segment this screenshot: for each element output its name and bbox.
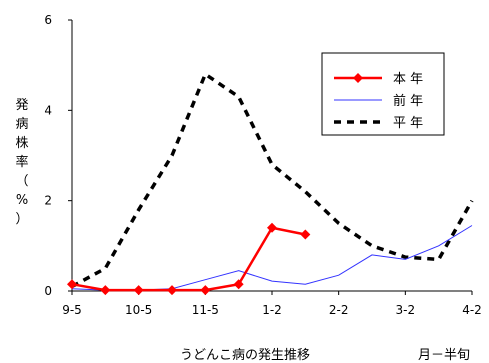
legend-label: 前 年 — [393, 93, 423, 109]
y-axis-title-char: 株 — [15, 136, 29, 151]
y-axis-title-char: 率 — [15, 155, 29, 170]
x-tick-label: 1-2 — [262, 303, 282, 317]
y-axis-title: 発 病 株 率 （ % ） — [14, 96, 30, 229]
legend-label: 本 年 — [393, 72, 423, 87]
y-tick-label: 0 — [44, 284, 52, 298]
data-point — [167, 285, 177, 296]
chart-caption: うどんこ病の発生推移 — [180, 348, 311, 363]
y-axis-title-char: % — [15, 193, 29, 208]
data-point — [200, 285, 211, 296]
data-point — [133, 285, 144, 296]
y-tick-label: 4 — [44, 103, 52, 117]
series-line — [71, 225, 473, 291]
legend: 本 年前 年平 年 — [321, 52, 445, 136]
data-point — [100, 285, 111, 296]
y-axis-title-char: （ — [15, 174, 29, 189]
y-axis-title-char: ） — [15, 212, 29, 227]
x-tick-label: 3-2 — [396, 303, 416, 317]
y-axis-title-char: 病 — [15, 117, 29, 132]
x-tick-label: 10-5 — [125, 303, 152, 317]
x-tick-label: 11-5 — [192, 303, 219, 317]
x-tick-label: 9-5 — [62, 303, 82, 317]
data-point — [300, 229, 311, 240]
series-line — [71, 71, 474, 289]
x-tick-label: 4-2 — [462, 303, 482, 317]
data-point — [267, 222, 277, 233]
legend-marker — [353, 73, 363, 83]
series-line — [71, 226, 306, 292]
y-tick-label: 6 — [44, 13, 52, 27]
x-unit-label: 月－半旬 — [418, 348, 471, 363]
legend-label: 平 年 — [393, 116, 423, 131]
y-tick-label: 2 — [44, 194, 52, 208]
y-axis-title-char: 発 — [15, 98, 29, 113]
x-tick-label: 2-2 — [329, 303, 349, 317]
data-point — [67, 279, 77, 290]
legend-box — [321, 52, 445, 136]
data-point — [233, 279, 244, 290]
